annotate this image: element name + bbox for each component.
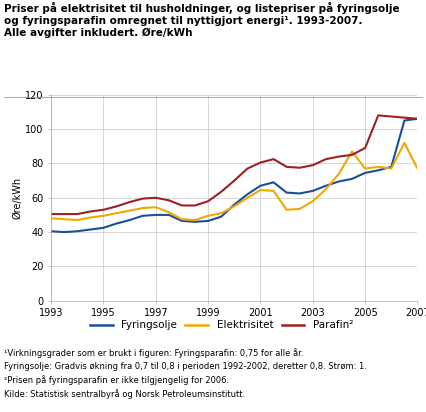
Elektrisitet	[219, 211, 224, 216]
Elektrisitet	[88, 215, 93, 220]
Fyringsolje	[179, 218, 184, 223]
Elektrisitet	[297, 206, 302, 211]
Parafin²	[271, 157, 276, 162]
Elektrisitet	[258, 187, 263, 192]
Parafin²	[258, 160, 263, 165]
Fyringsolje	[245, 192, 250, 197]
Fyringsolje	[153, 213, 158, 218]
Fyringsolje	[127, 218, 132, 222]
Fyringsolje	[88, 227, 93, 232]
Fyringsolje	[415, 116, 420, 121]
Fyringsolje	[206, 218, 211, 223]
Parafin²	[49, 212, 54, 217]
Legend: Fyringsolje, Elektrisitet, Parafin²: Fyringsolje, Elektrisitet, Parafin²	[90, 321, 353, 330]
Fyringsolje	[166, 213, 171, 218]
Parafin²	[323, 157, 328, 162]
Parafin²	[114, 204, 119, 209]
Text: Priser på elektrisitet til husholdninger, og listepriser på fyringsolje
og fyrin: Priser på elektrisitet til husholdninger…	[4, 2, 400, 37]
Parafin²	[415, 116, 420, 121]
Parafin²	[337, 154, 342, 159]
Parafin²	[297, 165, 302, 170]
Text: ¹Virkningsgrader som er brukt i figuren: Fyringsparafin: 0,75 for alle år.: ¹Virkningsgrader som er brukt i figuren:…	[4, 348, 304, 358]
Elektrisitet	[376, 164, 381, 169]
Fyringsolje	[75, 229, 80, 234]
Fyringsolje	[337, 179, 342, 184]
Fyringsolje	[323, 183, 328, 188]
Y-axis label: Øre/kWh: Øre/kWh	[12, 177, 22, 219]
Line: Fyringsolje: Fyringsolje	[51, 119, 417, 232]
Parafin²	[127, 199, 132, 204]
Fyringsolje	[297, 191, 302, 196]
Elektrisitet	[206, 213, 211, 218]
Parafin²	[376, 113, 381, 118]
Elektrisitet	[323, 187, 328, 192]
Line: Parafin²: Parafin²	[51, 115, 417, 214]
Parafin²	[232, 178, 237, 183]
Parafin²	[140, 196, 145, 201]
Parafin²	[363, 145, 368, 150]
Fyringsolje	[114, 221, 119, 226]
Elektrisitet	[179, 217, 184, 222]
Fyringsolje	[349, 176, 354, 181]
Text: Fyringsolje: Gradvis økning fra 0,7 til 0,8 i perioden 1992-2002, deretter 0,8. : Fyringsolje: Gradvis økning fra 0,7 til …	[4, 362, 367, 371]
Elektrisitet	[49, 216, 54, 221]
Fyringsolje	[402, 118, 407, 123]
Elektrisitet	[337, 171, 342, 176]
Elektrisitet	[140, 206, 145, 211]
Fyringsolje	[193, 219, 198, 224]
Elektrisitet	[232, 204, 237, 209]
Fyringsolje	[62, 229, 67, 234]
Elektrisitet	[75, 218, 80, 222]
Elektrisitet	[62, 217, 67, 222]
Elektrisitet	[166, 210, 171, 215]
Elektrisitet	[193, 218, 198, 222]
Elektrisitet	[153, 205, 158, 210]
Parafin²	[284, 164, 289, 169]
Fyringsolje	[284, 190, 289, 195]
Parafin²	[88, 209, 93, 214]
Parafin²	[219, 189, 224, 194]
Elektrisitet	[349, 149, 354, 154]
Fyringsolje	[101, 225, 106, 230]
Text: ²Prisen på fyringsparafin er ikke tilgjengelig for 2006.: ²Prisen på fyringsparafin er ikke tilgje…	[4, 375, 229, 385]
Elektrisitet	[284, 207, 289, 212]
Elektrisitet	[363, 166, 368, 171]
Fyringsolje	[232, 202, 237, 207]
Parafin²	[179, 203, 184, 208]
Fyringsolje	[389, 164, 394, 169]
Fyringsolje	[363, 171, 368, 176]
Parafin²	[153, 195, 158, 200]
Line: Elektrisitet: Elektrisitet	[51, 143, 417, 220]
Parafin²	[349, 152, 354, 157]
Parafin²	[62, 212, 67, 217]
Fyringsolje	[376, 168, 381, 173]
Text: Kilde: Statistisk sentralbyrå og Norsk Petroleumsinstitutt.: Kilde: Statistisk sentralbyrå og Norsk P…	[4, 389, 245, 399]
Parafin²	[206, 199, 211, 204]
Parafin²	[166, 198, 171, 203]
Fyringsolje	[310, 188, 315, 193]
Fyringsolje	[219, 214, 224, 219]
Elektrisitet	[402, 140, 407, 145]
Parafin²	[75, 212, 80, 217]
Parafin²	[193, 203, 198, 208]
Fyringsolje	[271, 180, 276, 185]
Parafin²	[101, 207, 106, 212]
Elektrisitet	[271, 188, 276, 193]
Parafin²	[310, 163, 315, 168]
Elektrisitet	[101, 213, 106, 218]
Fyringsolje	[140, 213, 145, 218]
Fyringsolje	[258, 183, 263, 188]
Fyringsolje	[49, 229, 54, 234]
Elektrisitet	[389, 166, 394, 171]
Elektrisitet	[114, 211, 119, 216]
Elektrisitet	[310, 199, 315, 204]
Parafin²	[245, 166, 250, 171]
Elektrisitet	[415, 166, 420, 171]
Elektrisitet	[245, 195, 250, 200]
Elektrisitet	[127, 208, 132, 213]
